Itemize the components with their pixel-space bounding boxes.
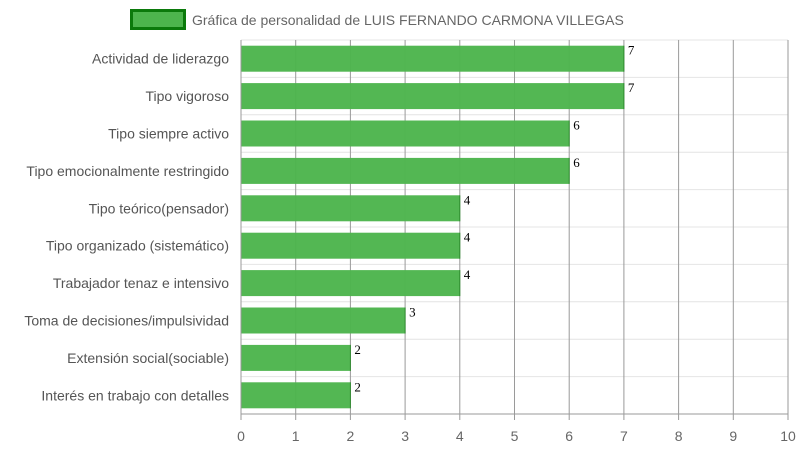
category-label: Toma de decisiones/impulsividad	[24, 313, 229, 329]
x-tick-label: 3	[401, 428, 409, 444]
data-label: 7	[628, 43, 635, 58]
category-label: Tipo siempre activo	[108, 126, 229, 142]
category-label: Extensión social(sociable)	[67, 350, 229, 366]
bar	[241, 232, 460, 259]
category-label: Trabajador tenaz e intensivo	[53, 275, 229, 291]
data-label: 6	[573, 118, 580, 133]
data-label: 3	[409, 305, 416, 320]
data-label: 4	[464, 267, 471, 282]
x-tick-label: 10	[780, 428, 796, 444]
category-label: Tipo organizado (sistemático)	[46, 238, 229, 254]
x-tick-label: 6	[565, 428, 573, 444]
bar	[241, 83, 624, 110]
axes	[240, 40, 788, 420]
bar	[241, 45, 624, 72]
bar	[241, 270, 460, 297]
data-label: 2	[354, 379, 361, 394]
legend-label: Gráfica de personalidad de LUIS FERNANDO…	[192, 12, 624, 28]
category-label: Tipo vigoroso	[145, 88, 229, 104]
legend: Gráfica de personalidad de LUIS FERNANDO…	[130, 9, 624, 30]
category-label: Interés en trabajo con detalles	[41, 387, 229, 403]
x-tick-label: 0	[237, 428, 245, 444]
data-label: 4	[464, 230, 471, 245]
x-tick-label: 4	[456, 428, 464, 444]
x-tick-label: 5	[511, 428, 519, 444]
data-label: 7	[628, 80, 635, 95]
bar	[241, 157, 570, 184]
bars	[241, 45, 625, 409]
bar	[241, 120, 570, 147]
x-tick-label: 7	[620, 428, 628, 444]
category-label: Actividad de liderazgo	[92, 51, 229, 67]
category-label: Tipo emocionalmente restringido	[26, 163, 229, 179]
bar	[241, 344, 351, 371]
legend-swatch	[130, 9, 186, 30]
category-label: Tipo teórico(pensador)	[89, 200, 229, 216]
x-tick-label: 2	[347, 428, 355, 444]
bar	[241, 382, 351, 409]
bar	[241, 195, 460, 222]
x-tick-label: 8	[675, 428, 683, 444]
data-label: 2	[354, 342, 361, 357]
x-tick-label: 9	[729, 428, 737, 444]
data-label: 6	[573, 155, 580, 170]
bar	[241, 307, 406, 334]
data-label: 4	[464, 192, 471, 207]
labels: 0 1 2 3 4 5 6 7 8 9 10 Actividad de liderazgo 7 Tipo …	[24, 43, 796, 444]
x-tick-label: 1	[292, 428, 300, 444]
